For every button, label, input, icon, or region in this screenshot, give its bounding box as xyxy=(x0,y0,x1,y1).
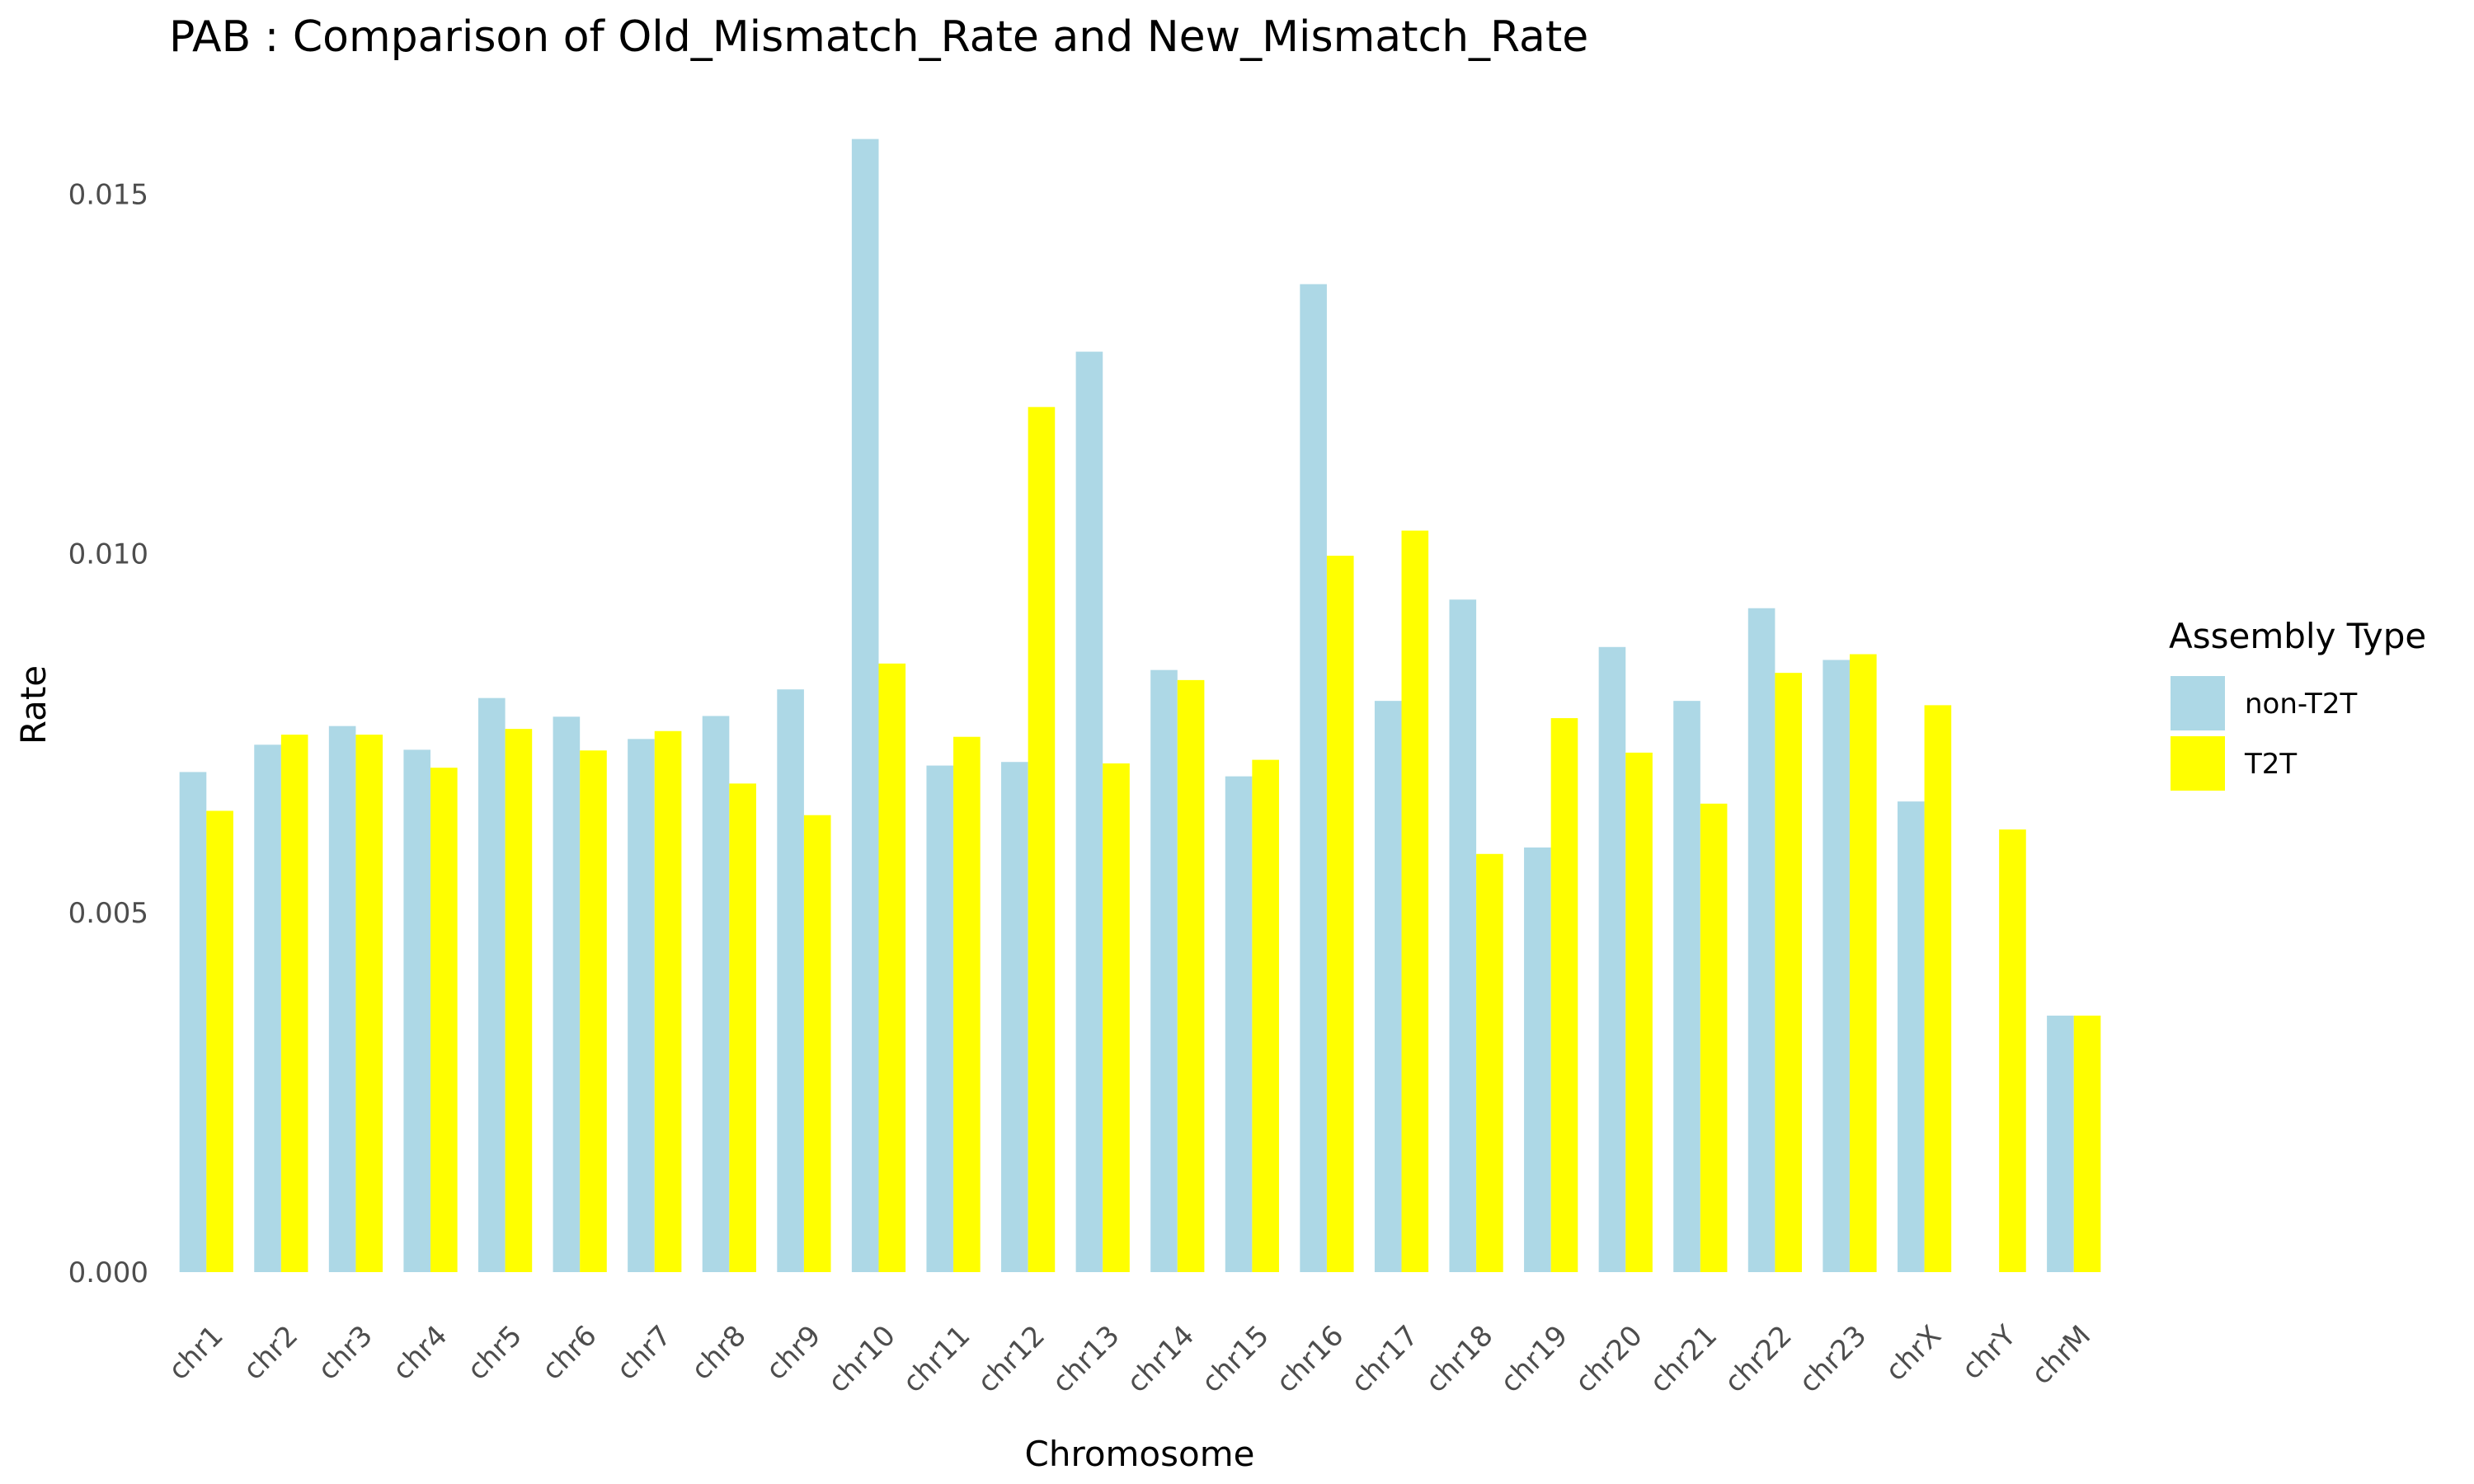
x-tick-label: chr18 xyxy=(1419,1319,1499,1399)
x-tick-label: chr21 xyxy=(1644,1319,1724,1399)
x-tick-label: chr1 xyxy=(162,1319,230,1387)
bar-t2t-chr9 xyxy=(803,815,831,1272)
bar-non-t2t-chr22 xyxy=(1747,608,1776,1272)
x-tick-label: chr10 xyxy=(822,1319,902,1399)
bar-non-t2t-chrM xyxy=(2047,1015,2074,1272)
x-tick-label: chr17 xyxy=(1345,1319,1425,1399)
bar-t2t-chr11 xyxy=(953,736,981,1272)
x-tick-label: chr20 xyxy=(1569,1319,1649,1399)
y-tick-label: 0.015 xyxy=(68,179,148,212)
bar-non-t2t-chr20 xyxy=(1598,646,1626,1272)
bar-non-t2t-chr3 xyxy=(328,726,356,1272)
x-tick-label: chr5 xyxy=(461,1319,529,1387)
x-tick-label: chr23 xyxy=(1793,1319,1873,1399)
x-tick-label: chrX xyxy=(1879,1319,1948,1388)
x-tick-label: chr3 xyxy=(312,1319,379,1387)
bar-t2t-chr20 xyxy=(1625,752,1653,1272)
bar-non-t2t-chr1 xyxy=(179,772,207,1272)
x-tick-label: chr11 xyxy=(896,1319,976,1399)
bar-t2t-chr22 xyxy=(1775,673,1803,1272)
legend-label-t2t: T2T xyxy=(2244,748,2297,781)
bar-t2t-chr3 xyxy=(355,735,383,1272)
bars xyxy=(179,139,2101,1273)
x-tick-label: chr2 xyxy=(237,1319,304,1387)
bar-t2t-chrY xyxy=(1999,829,2026,1272)
x-axis-ticks: chr1 chr2 chr3 chr4 chr5 chr6 chr7 chr8 chr9chr1… xyxy=(162,1319,2097,1399)
legend-key-t2t xyxy=(2171,736,2225,791)
bar-non-t2t-chr4 xyxy=(403,749,431,1272)
bar-t2t-chr16 xyxy=(1326,556,1354,1272)
bar-non-t2t-chr5 xyxy=(477,697,506,1272)
bar-non-t2t-chr15 xyxy=(1225,776,1253,1272)
legend-key-non-t2t xyxy=(2171,676,2225,730)
x-tick-label: chr19 xyxy=(1494,1319,1574,1399)
bar-t2t-chr8 xyxy=(729,783,756,1272)
bar-non-t2t-chr19 xyxy=(1524,847,1551,1272)
bar-non-t2t-chr17 xyxy=(1374,701,1402,1272)
bar-non-t2t-chr12 xyxy=(1001,762,1028,1272)
bar-non-t2t-chr11 xyxy=(926,765,954,1272)
x-tick-label: chr13 xyxy=(1046,1319,1126,1399)
bar-t2t-chr13 xyxy=(1103,763,1130,1272)
x-tick-label: chr16 xyxy=(1270,1319,1350,1399)
bar-t2t-chr7 xyxy=(654,730,682,1272)
bar-t2t-chr10 xyxy=(878,663,906,1272)
bar-t2t-chrM xyxy=(2073,1015,2101,1272)
y-tick-label: 0.005 xyxy=(68,897,148,930)
y-axis-ticks: 0.000 0.005 0.010 0.015 xyxy=(68,179,148,1289)
x-tick-label: chr7 xyxy=(610,1319,678,1387)
bar-non-t2t-chr9 xyxy=(777,689,804,1272)
x-axis-title: Chromosome xyxy=(1025,1434,1255,1474)
bar-t2t-chr19 xyxy=(1550,718,1578,1272)
bar-non-t2t-chr21 xyxy=(1673,701,1700,1272)
x-tick-label: chr22 xyxy=(1719,1319,1799,1399)
bar-t2t-chr21 xyxy=(1700,803,1728,1272)
bar-non-t2t-chr6 xyxy=(553,716,581,1272)
bar-t2t-chr1 xyxy=(206,810,233,1272)
bar-t2t-chr14 xyxy=(1177,679,1205,1272)
y-axis-title: Rate xyxy=(13,665,54,744)
x-tick-label: chrM xyxy=(2025,1319,2097,1391)
chart-title: PAB : Comparison of Old_Mismatch_Rate an… xyxy=(169,12,1588,62)
x-tick-label: chr12 xyxy=(971,1319,1051,1399)
bar-t2t-chr4 xyxy=(430,768,458,1272)
bar-t2t-chr2 xyxy=(280,735,308,1272)
bar-non-t2t-chr14 xyxy=(1150,669,1178,1272)
bar-non-t2t-chr16 xyxy=(1300,284,1327,1273)
bar-t2t-chr15 xyxy=(1252,759,1279,1272)
x-tick-label: chr4 xyxy=(386,1319,454,1387)
x-tick-label: chr15 xyxy=(1196,1319,1276,1399)
bar-t2t-chr5 xyxy=(505,729,533,1272)
y-tick-label: 0.010 xyxy=(68,538,148,571)
bar-t2t-chr6 xyxy=(580,750,607,1272)
x-tick-label: chr9 xyxy=(760,1319,827,1387)
legend: Assembly Type non-T2T T2T xyxy=(2169,616,2426,791)
x-tick-label: chr6 xyxy=(536,1319,604,1387)
x-tick-label: chr8 xyxy=(685,1319,753,1387)
bar-non-t2t-chr23 xyxy=(1823,660,1850,1272)
legend-title: Assembly Type xyxy=(2169,616,2426,656)
bar-t2t-chr23 xyxy=(1849,654,1877,1272)
y-tick-label: 0.000 xyxy=(68,1256,148,1289)
bar-non-t2t-chr8 xyxy=(702,716,730,1272)
bar-non-t2t-chr10 xyxy=(851,139,879,1273)
legend-label-non-t2t: non-T2T xyxy=(2245,688,2357,721)
bar-non-t2t-chrX xyxy=(1897,801,1925,1272)
x-tick-label: chrY xyxy=(1955,1319,2022,1386)
bar-non-t2t-chr7 xyxy=(628,739,655,1272)
bar-t2t-chrX xyxy=(1924,705,1952,1272)
bar-t2t-chr18 xyxy=(1476,853,1503,1272)
x-tick-label: chr14 xyxy=(1121,1319,1201,1399)
bar-t2t-chr12 xyxy=(1028,406,1056,1272)
bar-t2t-chr17 xyxy=(1401,530,1429,1272)
bar-non-t2t-chr2 xyxy=(254,744,281,1272)
bar-non-t2t-chr13 xyxy=(1075,351,1103,1272)
bar-non-t2t-chr18 xyxy=(1449,599,1477,1272)
